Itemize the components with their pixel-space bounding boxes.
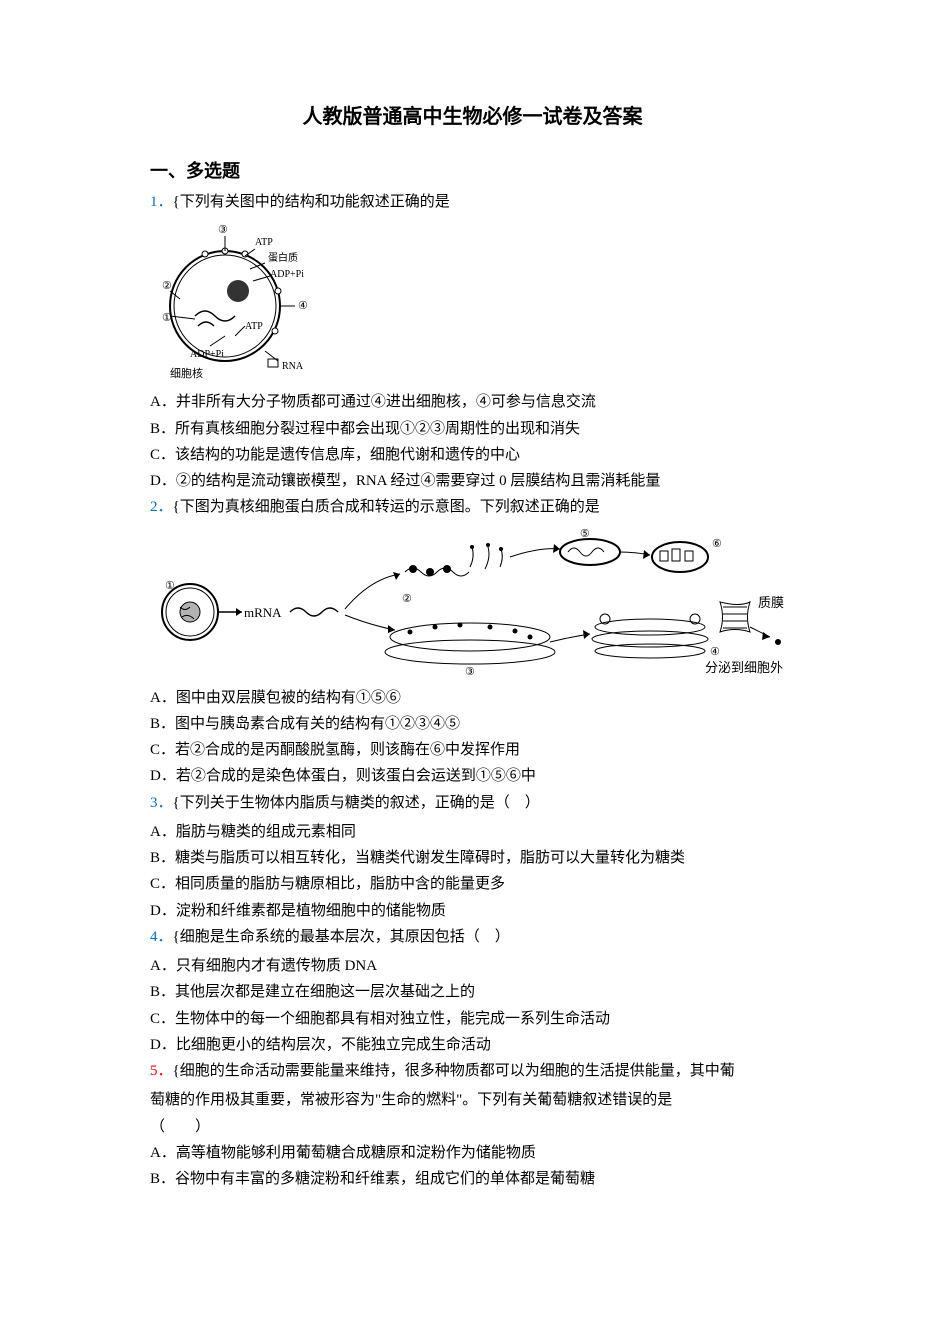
page-title: 人教版普通高中生物必修一试卷及答案	[150, 100, 795, 129]
svg-text:③: ③	[465, 666, 475, 677]
q4-number: 4．	[150, 929, 173, 945]
q4-option-b: B．其他层次都是建立在细胞这一层次基础之上的	[150, 979, 795, 1005]
q1-option-b: B．所有真核细胞分裂过程中都会出现①②③周期性的出现和消失	[150, 416, 795, 442]
q2-option-a: A．图中由双层膜包被的结构有①⑤⑥	[150, 685, 795, 711]
q3-option-b: B．糖类与脂质可以相互转化，当糖类代谢发生障碍时，脂肪可以大量转化为糖类	[150, 845, 795, 871]
q5-number: 5．	[150, 1063, 173, 1079]
q5-option-a: A．高等植物能够利用葡萄糖合成糖原和淀粉作为储能物质	[150, 1140, 795, 1166]
q1-option-d: D．②的结构是流动镶嵌模型，RNA 经过④需要穿过 0 层膜结构且需消耗能量	[150, 468, 795, 494]
q1-atp: ATP	[255, 237, 273, 248]
section-header: 一、多选题	[150, 157, 795, 183]
q5-option-b: B．谷物中有丰富的多糖淀粉和纤维素，组成它们的单体都是葡萄糖	[150, 1166, 795, 1192]
q4-stem: {细胞是生命系统的最基本层次，其原因包括（ ）	[173, 929, 510, 945]
q2-golgi	[592, 614, 708, 658]
question-4: 4．{细胞是生命系统的最基本层次，其原因包括（ ）	[150, 924, 795, 950]
question-1: 1．{下列有关图中的结构和功能叙述正确的是	[150, 189, 795, 215]
q1-nucleus: 细胞核	[170, 366, 203, 380]
q1-label-4: ④	[298, 300, 308, 312]
q1-figure: ② ① ③ ④ ATP 蛋白质 ADP+Pi ATP ADP+Pi RNA 细胞…	[150, 221, 795, 381]
q1-option-c: C．该结构的功能是遗传信息库，细胞代谢和遗传的中心	[150, 442, 795, 468]
q1-adppi: ADP+Pi	[270, 269, 304, 280]
q1-label-3: ③	[218, 224, 228, 236]
svg-text:⑤: ⑤	[580, 528, 590, 540]
q3-stem: {下列关于生物体内脂质与糖类的叙述，正确的是（ ）	[173, 795, 540, 811]
q1-label-2: ②	[162, 280, 172, 292]
q3-option-c: C．相同质量的脂肪与糖原相比，脂肪中含的能量更多	[150, 871, 795, 897]
q1-option-a: A．并非所有大分子物质都可通过④进出细胞核，④可参与信息交流	[150, 389, 795, 415]
q1-protein: 蛋白质	[268, 251, 298, 264]
q4-option-c: C．生物体中的每一个细胞都具有相对独立性，能完成一系列生命活动	[150, 1006, 795, 1032]
q1-rna: RNA	[282, 361, 304, 372]
svg-text:④: ④	[710, 646, 720, 658]
q4-option-d: D．比细胞更小的结构层次，不能独立完成生命活动	[150, 1032, 795, 1058]
q1-atp2: ATP	[245, 321, 263, 332]
question-5: 5．{细胞的生命活动需要能量来维持，很多种物质都可以为细胞的生活提供能量，其中葡	[150, 1058, 795, 1084]
q2-secrete: 分泌到细胞外	[705, 660, 783, 675]
svg-text:⑥: ⑥	[712, 538, 722, 550]
q2-er	[385, 622, 555, 664]
q5-stem-3: （ ）	[150, 1114, 795, 1140]
question-3: 3．{下列关于生物体内脂质与糖类的叙述，正确的是（ ）	[150, 790, 795, 816]
q1-number: 1．	[150, 194, 173, 210]
q2-mrna: mRNA	[244, 605, 282, 620]
q3-option-a: A．脂肪与糖类的组成元素相同	[150, 819, 795, 845]
q2-option-d: D．若②合成的是染色体蛋白，则该蛋白会运送到①⑤⑥中	[150, 763, 795, 789]
question-2: 2．{下图为真核细胞蛋白质合成和转运的示意图。下列叙述正确的是	[150, 494, 795, 520]
q2-number: 2．	[150, 499, 173, 515]
q2-figure: ① mRNA ② ③ ⑤	[150, 527, 795, 677]
q1-label-1: ①	[162, 312, 172, 324]
svg-text:②: ②	[402, 593, 412, 605]
q2-pm: 质膜	[758, 595, 784, 610]
q3-option-d: D．淀粉和纤维素都是植物细胞中的储能物质	[150, 898, 795, 924]
q2-option-c: C．若②合成的是丙酮酸脱氢酶，则该酶在⑥中发挥作用	[150, 737, 795, 763]
q3-number: 3．	[150, 795, 173, 811]
svg-text:①: ①	[165, 580, 175, 592]
q1-stem: {下列有关图中的结构和功能叙述正确的是	[173, 194, 450, 210]
q4-option-a: A．只有细胞内才有遗传物质 DNA	[150, 953, 795, 979]
q2-ribosomes	[405, 565, 469, 576]
q1-adppi2: ADP+Pi	[190, 349, 224, 360]
q2-option-b: B．图中与胰岛素合成有关的结构有①②③④⑤	[150, 711, 795, 737]
q2-stem: {下图为真核细胞蛋白质合成和转运的示意图。下列叙述正确的是	[173, 499, 600, 515]
q5-stem-2: 萄糖的作用极其重要，常被形容为"生命的燃料"。下列有关葡萄糖叙述错误的是	[150, 1087, 795, 1113]
q5-stem-1: {细胞的生命活动需要能量来维持，很多种物质都可以为细胞的生活提供能量，其中葡	[173, 1063, 735, 1079]
